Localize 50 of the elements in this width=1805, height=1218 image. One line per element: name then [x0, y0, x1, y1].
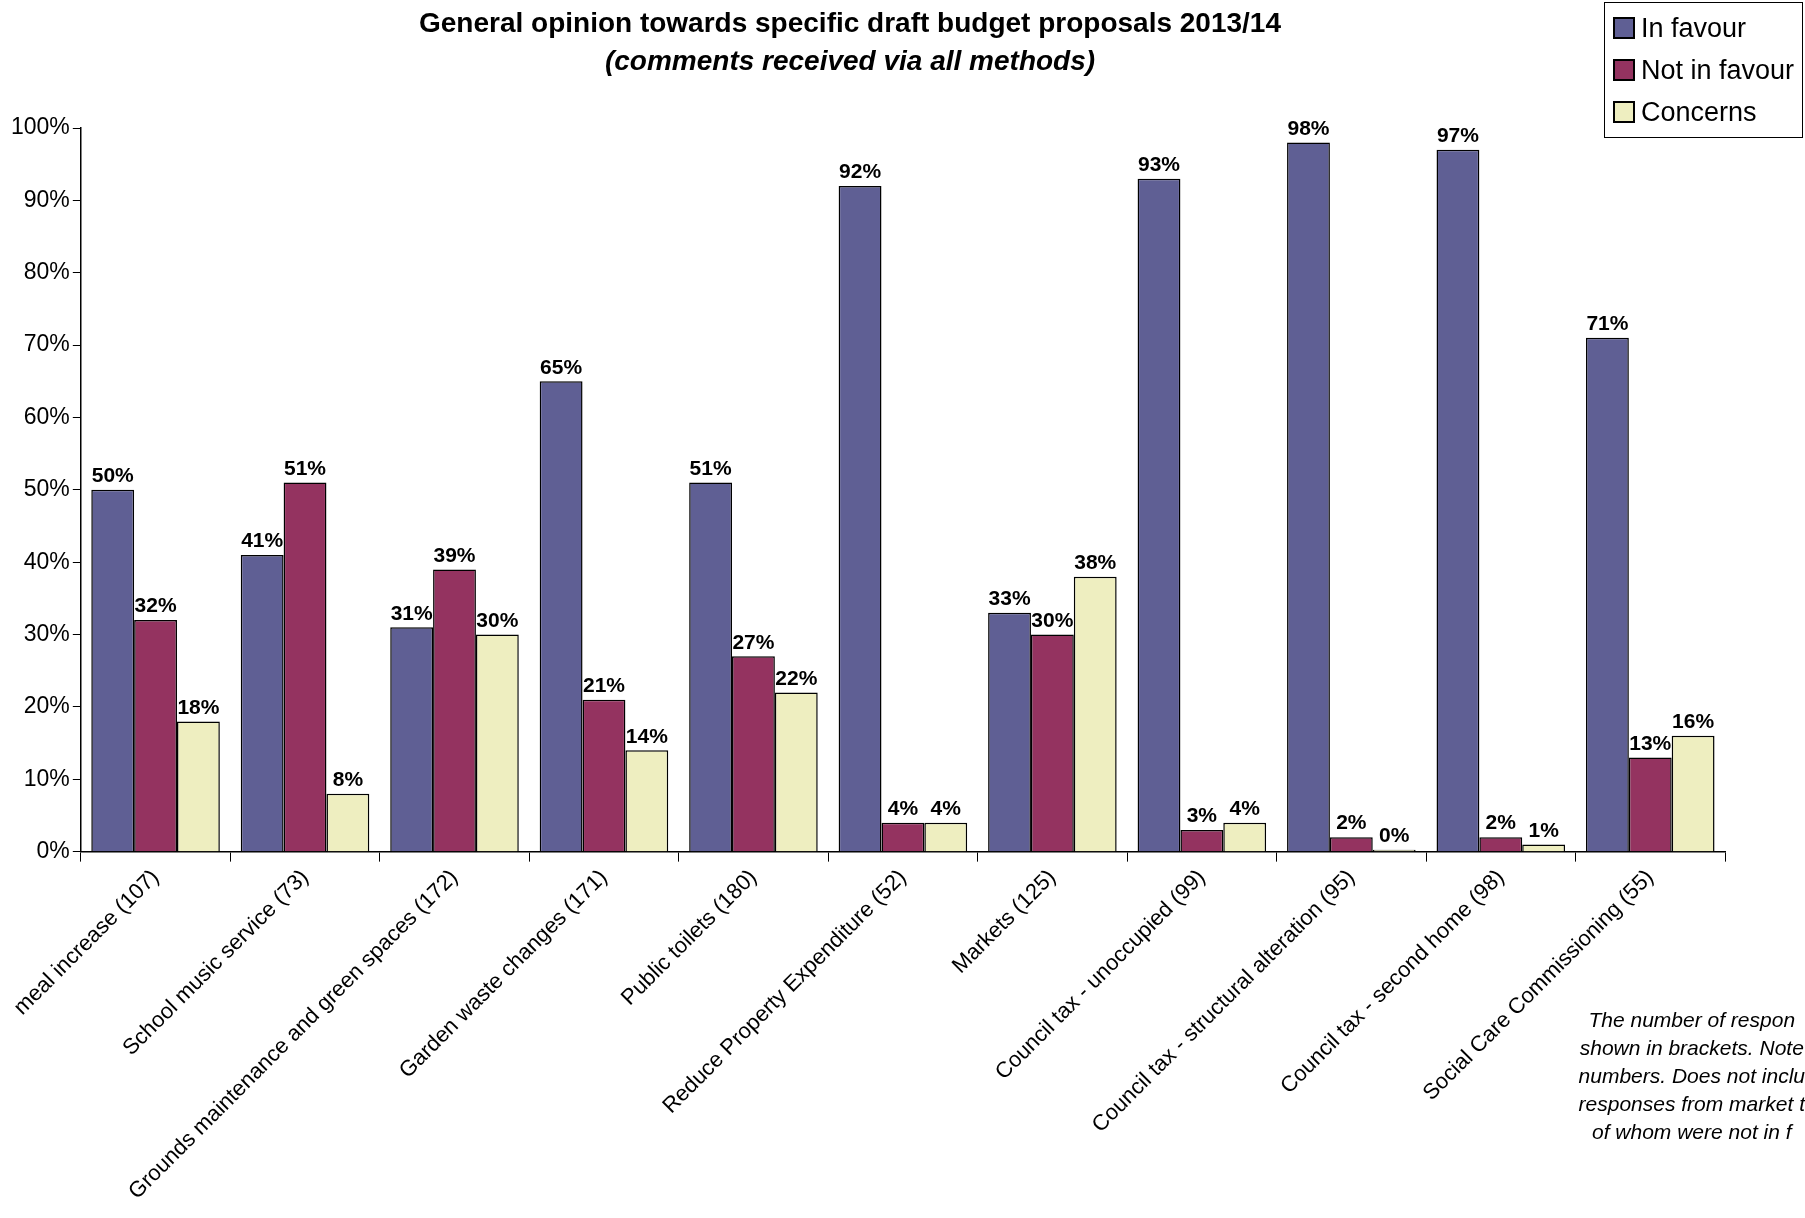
data-label: 71%	[1586, 311, 1629, 335]
y-tick-label: 60%	[23, 402, 70, 429]
data-label: 3%	[1186, 803, 1218, 827]
data-label: 14%	[625, 723, 669, 747]
y-tick-label: 100%	[11, 113, 70, 140]
data-label: 27%	[732, 629, 775, 653]
data-label: 98%	[1287, 115, 1330, 139]
data-label: 8%	[332, 767, 364, 791]
data-label: 51%	[284, 455, 327, 479]
data-label: 1%	[1528, 817, 1560, 841]
data-label: 33%	[988, 586, 1031, 610]
y-tick-label: 40%	[23, 547, 70, 574]
data-label: 2%	[1336, 810, 1367, 834]
data-label: 21%	[582, 672, 626, 696]
data-label: 2%	[1485, 810, 1517, 834]
data-label: 4%	[1229, 795, 1261, 819]
y-tick-label: 0%	[36, 836, 70, 863]
data-label: 39%	[433, 542, 476, 566]
data-label: 50%	[91, 463, 135, 487]
y-tick-label: 90%	[23, 185, 70, 212]
data-label: 97%	[1436, 123, 1480, 147]
y-tick-label: 20%	[23, 692, 70, 719]
y-tick-label: 80%	[23, 258, 70, 285]
legend-label: Not in favour	[1640, 54, 1794, 86]
data-label: 22%	[775, 665, 818, 689]
data-label: 38%	[1074, 549, 1117, 573]
data-label: 51%	[689, 455, 732, 479]
data-label: 32%	[134, 593, 177, 617]
data-label: 93%	[1137, 151, 1181, 175]
data-label: 65%	[540, 354, 583, 378]
y-tick-label: 70%	[23, 330, 70, 357]
data-label: 30%	[476, 607, 519, 631]
legend-label: In favour	[1640, 12, 1746, 44]
data-label: 30%	[1031, 607, 1074, 631]
chart-subtitle: (comments received via all methods)	[604, 45, 1096, 76]
data-label: 31%	[390, 600, 433, 624]
y-tick-label: 10%	[23, 764, 70, 791]
chart-title: General opinion towards specific draft budget proposals 2013/14	[419, 7, 1281, 38]
data-label: 92%	[839, 159, 882, 183]
data-label: 13%	[1629, 730, 1672, 754]
data-label: 18%	[177, 694, 220, 718]
y-tick-label: 30%	[23, 619, 70, 646]
text: The number of respon shown in brackets. Note numbers. Does not inclu responses from market t of whom were not in f	[1578, 1008, 1805, 1145]
data-label: 0%	[1378, 822, 1410, 846]
data-label: 4%	[887, 795, 919, 819]
y-tick-label: 50%	[23, 475, 70, 502]
legend-label: Concerns	[1640, 96, 1757, 128]
data-label: 4%	[930, 795, 962, 819]
data-label: 41%	[241, 528, 284, 552]
data-label: 16%	[1672, 709, 1715, 733]
